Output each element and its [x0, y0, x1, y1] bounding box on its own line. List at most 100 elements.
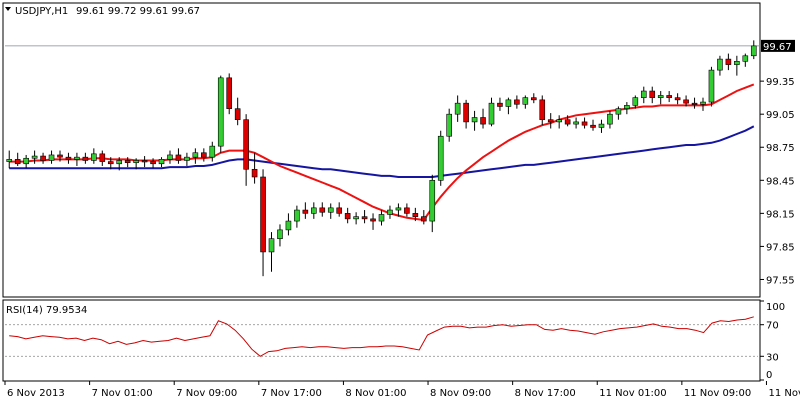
candle-body	[700, 101, 706, 105]
candle	[285, 213, 292, 236]
candle-body	[23, 157, 29, 165]
candle-body	[573, 121, 579, 125]
y-tick-label: 97.85	[766, 242, 795, 253]
candle-body	[640, 90, 647, 98]
y-tick-label: 98.45	[766, 176, 795, 187]
candle	[497, 97, 503, 111]
candle	[547, 113, 554, 129]
candle	[564, 115, 571, 127]
candle-body	[336, 207, 342, 214]
candle	[446, 108, 452, 142]
candle-body	[539, 99, 546, 120]
candle-body	[370, 218, 376, 222]
candle-body	[556, 119, 562, 123]
candle-body	[268, 238, 275, 253]
candle-body	[564, 119, 571, 125]
candle-body	[547, 119, 554, 123]
candle-body	[243, 119, 249, 170]
dropdown-triangle-icon[interactable]	[5, 7, 11, 11]
candle	[632, 95, 639, 109]
x-tick-label: 8 Nov 01:00	[345, 388, 406, 399]
y-tick-label: 99.67	[763, 42, 792, 53]
candle	[57, 150, 63, 162]
candle-body	[65, 156, 72, 160]
candle-body	[57, 154, 63, 158]
candle	[74, 152, 80, 166]
candle-body	[421, 216, 427, 222]
candle	[209, 141, 216, 162]
candle	[581, 117, 588, 129]
candle	[437, 130, 444, 186]
candle-body	[31, 155, 38, 159]
candle	[471, 110, 478, 131]
candle	[573, 117, 579, 129]
candle	[505, 97, 512, 115]
price-axis: 99.67 99.35 99.05 98.75 98.45 98.15 97.85 97.55	[5, 39, 795, 286]
candle-body	[167, 154, 173, 160]
candle	[217, 75, 224, 153]
rsi-line	[9, 316, 754, 357]
candle-body	[530, 97, 537, 101]
candle	[454, 95, 461, 122]
candle-body	[649, 90, 656, 98]
candle-body	[632, 97, 639, 106]
candle-body	[234, 108, 241, 120]
candle	[48, 150, 55, 164]
candles	[6, 40, 757, 277]
candle-body	[184, 156, 190, 161]
candle	[150, 158, 156, 169]
y-tick-label: 97.55	[766, 275, 795, 286]
time-axis: 6 Nov 2013 7 Nov 01:00 7 Nov 09:00 7 Nov 17…	[4, 381, 800, 399]
x-tick-label: 7 Nov 01:00	[92, 388, 153, 399]
candle-body	[454, 102, 461, 115]
candle-body	[116, 160, 123, 165]
candle	[404, 203, 410, 217]
candle	[387, 205, 393, 219]
candle	[234, 97, 241, 126]
candle-body	[91, 153, 97, 161]
candle-body	[344, 213, 351, 220]
candle	[649, 86, 656, 104]
candle-body	[429, 180, 436, 222]
candle-body	[319, 207, 326, 213]
candle-body	[14, 159, 21, 165]
candle-body	[124, 160, 131, 163]
candle	[708, 66, 715, 107]
candle	[268, 232, 275, 272]
candle	[302, 202, 309, 219]
rsi-tick-label: 30	[766, 352, 779, 363]
rsi-panel-frame	[2, 299, 761, 382]
candle	[158, 157, 165, 168]
candle-body	[361, 216, 368, 220]
candle-body	[277, 229, 283, 240]
x-tick-label: 11 Nov 01:00	[599, 388, 666, 399]
x-tick-label: 6 Nov 2013	[7, 388, 65, 399]
candle	[556, 115, 562, 129]
x-tick-label: 7 Nov 09:00	[176, 388, 237, 399]
candle-body	[708, 69, 715, 103]
current-price-marker	[761, 39, 795, 52]
rsi-indicator: 100 70 30 0	[5, 300, 785, 381]
candle-body	[674, 97, 681, 101]
price-panel-frame	[2, 2, 761, 298]
candle-body	[6, 159, 13, 162]
slow-moving-average-line	[9, 125, 755, 178]
candle	[65, 152, 72, 164]
candle	[40, 152, 46, 164]
candle	[251, 152, 258, 184]
candle	[23, 154, 29, 169]
moving-averages	[9, 83, 755, 222]
x-tick-label: 11 Nov 09:00	[684, 388, 751, 399]
rsi-tick-label: 70	[766, 321, 779, 332]
candle	[734, 55, 740, 76]
candle	[421, 210, 427, 225]
candle	[691, 97, 698, 109]
symbol-label: USDJPY,H1	[15, 6, 68, 17]
candle	[344, 207, 351, 224]
candle-body	[327, 207, 334, 213]
candle	[201, 148, 207, 162]
candle	[294, 205, 300, 228]
candle	[141, 156, 148, 168]
candle	[429, 174, 436, 233]
y-tick-label: 98.75	[766, 143, 795, 154]
